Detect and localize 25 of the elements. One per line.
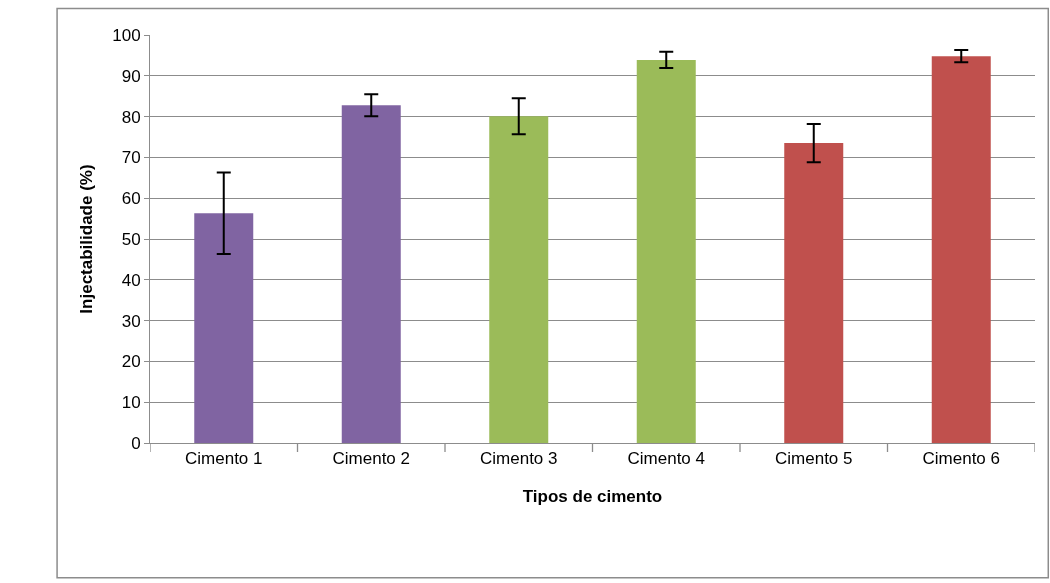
bar xyxy=(194,213,254,443)
y-tick-label: 50 xyxy=(121,229,141,249)
y-tick-label: 20 xyxy=(121,352,141,372)
bar xyxy=(784,143,844,443)
x-tick-label: Cimento 2 xyxy=(332,449,410,469)
x-tick-label: Cimento 4 xyxy=(627,449,705,469)
bar xyxy=(341,105,401,443)
y-tick-label: 90 xyxy=(121,66,141,86)
y-axis-title: Injectabilidade (%) xyxy=(76,164,96,314)
y-tick-label: 40 xyxy=(121,270,141,290)
x-tick-label: Cimento 6 xyxy=(922,449,1000,469)
x-tick-label: Cimento 3 xyxy=(480,449,558,469)
y-tick-label: 70 xyxy=(121,148,141,168)
y-tick-label: 100 xyxy=(112,25,141,45)
y-tick-label: 80 xyxy=(121,107,141,127)
bar xyxy=(931,56,991,443)
bar xyxy=(489,116,549,443)
y-tick-label: 60 xyxy=(121,189,141,209)
y-tick-label: 10 xyxy=(121,393,141,413)
x-axis-title: Tipos de cimento xyxy=(522,486,663,506)
x-tick-label: Cimento 1 xyxy=(185,449,263,469)
y-tick-label: 0 xyxy=(131,433,141,453)
x-tick-label: Cimento 5 xyxy=(775,449,853,469)
y-tick-label: 30 xyxy=(121,311,141,331)
bar xyxy=(636,59,696,443)
